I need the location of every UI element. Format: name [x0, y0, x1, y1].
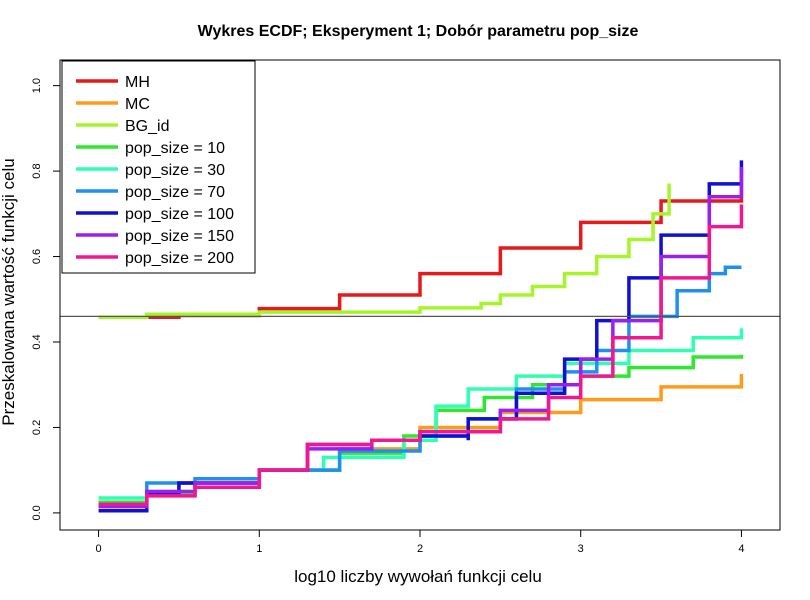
legend-label: pop_size = 70 — [125, 184, 225, 201]
legend-label: pop_size = 200 — [125, 250, 234, 267]
x-tick-label: 0 — [96, 543, 102, 555]
y-tick-label: 0.6 — [31, 249, 43, 264]
legend-label: pop_size = 100 — [125, 206, 234, 223]
legend-box — [61, 60, 256, 274]
plot-area: 0 1 2 3 4 0.0 0.2 0.4 0.6 0.8 1.0 — [31, 78, 780, 555]
x-tick-label: 3 — [578, 543, 584, 555]
y-tick-label: 0.4 — [31, 334, 43, 349]
x-tick-label: 4 — [738, 543, 744, 555]
legend-label: pop_size = 10 — [125, 140, 225, 157]
legend-label: BG_id — [125, 118, 169, 135]
legend-label: MH — [125, 74, 150, 91]
legend-label: MC — [125, 96, 150, 113]
chart-title: Wykres ECDF; Eksperyment 1; Dobór parame… — [198, 23, 639, 40]
plot-frame — [59, 59, 781, 531]
series-line-8 — [98, 204, 744, 507]
y-tick-label: 0.0 — [31, 505, 43, 520]
x-tick-label: 2 — [417, 543, 423, 555]
y-tick-label: 0.2 — [31, 420, 43, 435]
x-axis-label: log10 liczby wywołań funkcji celu — [294, 567, 542, 586]
y-tick-label: 1.0 — [31, 78, 43, 93]
y-axis-label: Przeskalowana wartość funkcji celu — [0, 158, 18, 425]
legend: MH MC BG_id pop_size = 10 pop_size = 30 pop_s… — [61, 60, 256, 274]
legend-label: pop_size = 30 — [125, 162, 225, 179]
series-line-2 — [98, 183, 671, 319]
x-tick-label: 1 — [256, 543, 262, 555]
legend-label: pop_size = 150 — [125, 228, 234, 245]
y-tick-label: 0.8 — [31, 163, 43, 178]
